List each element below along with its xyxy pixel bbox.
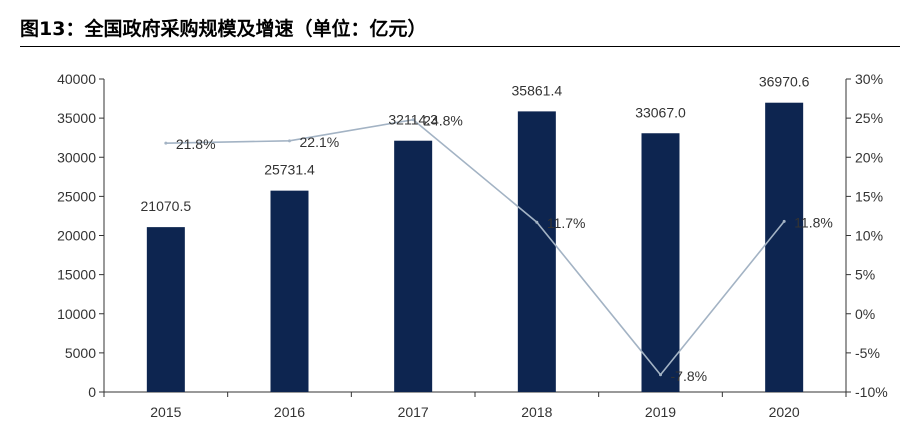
y-tick-label-right: 20% xyxy=(855,149,883,165)
growth-line xyxy=(164,118,786,377)
growth-value-label: 11.8% xyxy=(794,214,833,230)
x-tick-label: 2017 xyxy=(398,404,429,420)
y-tick-label-right: 25% xyxy=(855,110,883,126)
bar-2015 xyxy=(146,227,185,392)
y-tick-label-right: 0% xyxy=(855,306,875,322)
y-tick-label-right: -5% xyxy=(855,345,880,361)
bar-value-label: 25731.4 xyxy=(264,162,315,178)
growth-point-2020 xyxy=(782,219,786,223)
y-tick-label-left: 0 xyxy=(88,384,96,400)
title-bar: 图13：全国政府采购规模及增速（单位：亿元） xyxy=(20,10,900,47)
chart-title: 图13：全国政府采购规模及增速（单位：亿元） xyxy=(20,18,427,40)
y-tick-label-left: 15000 xyxy=(57,267,96,283)
bar-value-label: 35861.4 xyxy=(512,82,563,98)
x-tick-label: 2015 xyxy=(150,404,181,420)
y-tick-label-right: 30% xyxy=(855,71,883,87)
y-tick-label-right: 10% xyxy=(855,228,883,244)
bar-2018 xyxy=(517,111,556,392)
growth-polyline xyxy=(165,118,785,377)
x-tick-label: 2016 xyxy=(274,404,305,420)
bar-value-label: 33067.0 xyxy=(635,104,686,120)
y-tick-label-right: -10% xyxy=(855,384,888,400)
y-tick-label-left: 35000 xyxy=(57,110,96,126)
growth-value-label: -7.8% xyxy=(671,368,708,384)
growth-value-label: 24.8% xyxy=(423,113,463,129)
bars xyxy=(146,102,804,393)
growth-point-2018 xyxy=(535,220,539,224)
growth-point-2015 xyxy=(164,141,168,145)
growth-value-label: 11.7% xyxy=(547,215,586,231)
bar-value-label: 36970.6 xyxy=(759,74,810,90)
bar-value-label: 32114.3 xyxy=(388,112,438,128)
growth-point-2019 xyxy=(659,373,662,377)
y-tick-label-left: 30000 xyxy=(57,149,96,165)
x-tick-label: 2018 xyxy=(521,404,552,420)
y-tick-label-left: 20000 xyxy=(57,228,96,244)
bar-2016 xyxy=(270,190,309,392)
y-tick-label-left: 25000 xyxy=(57,188,96,204)
growth-point-2016 xyxy=(288,139,291,143)
growth-value-label: 21.8% xyxy=(176,136,216,152)
x-tick-label: 2019 xyxy=(645,404,676,420)
bar-value-label: 21070.5 xyxy=(141,198,192,214)
y-tick-label-left: 40000 xyxy=(57,71,96,87)
y-tick-label-left: 5000 xyxy=(65,345,96,361)
data-labels: 21070.5 25731.4 32114.3 35861.4 33067.0 36970… xyxy=(141,74,833,384)
bar-2020 xyxy=(765,102,804,393)
y-tick-label-right: 15% xyxy=(855,188,883,204)
bar-2017 xyxy=(394,140,433,392)
axes: 0 5000 10000 15000 20000 25000 30000 35000 40000… xyxy=(57,71,888,420)
y-tick-label-right: 5% xyxy=(855,267,875,283)
bar-2019 xyxy=(641,133,680,392)
growth-value-label: 22.1% xyxy=(300,134,340,150)
growth-point-2017 xyxy=(411,118,415,122)
y-tick-label-left: 10000 xyxy=(57,306,96,322)
x-tick-label: 2020 xyxy=(769,404,800,420)
